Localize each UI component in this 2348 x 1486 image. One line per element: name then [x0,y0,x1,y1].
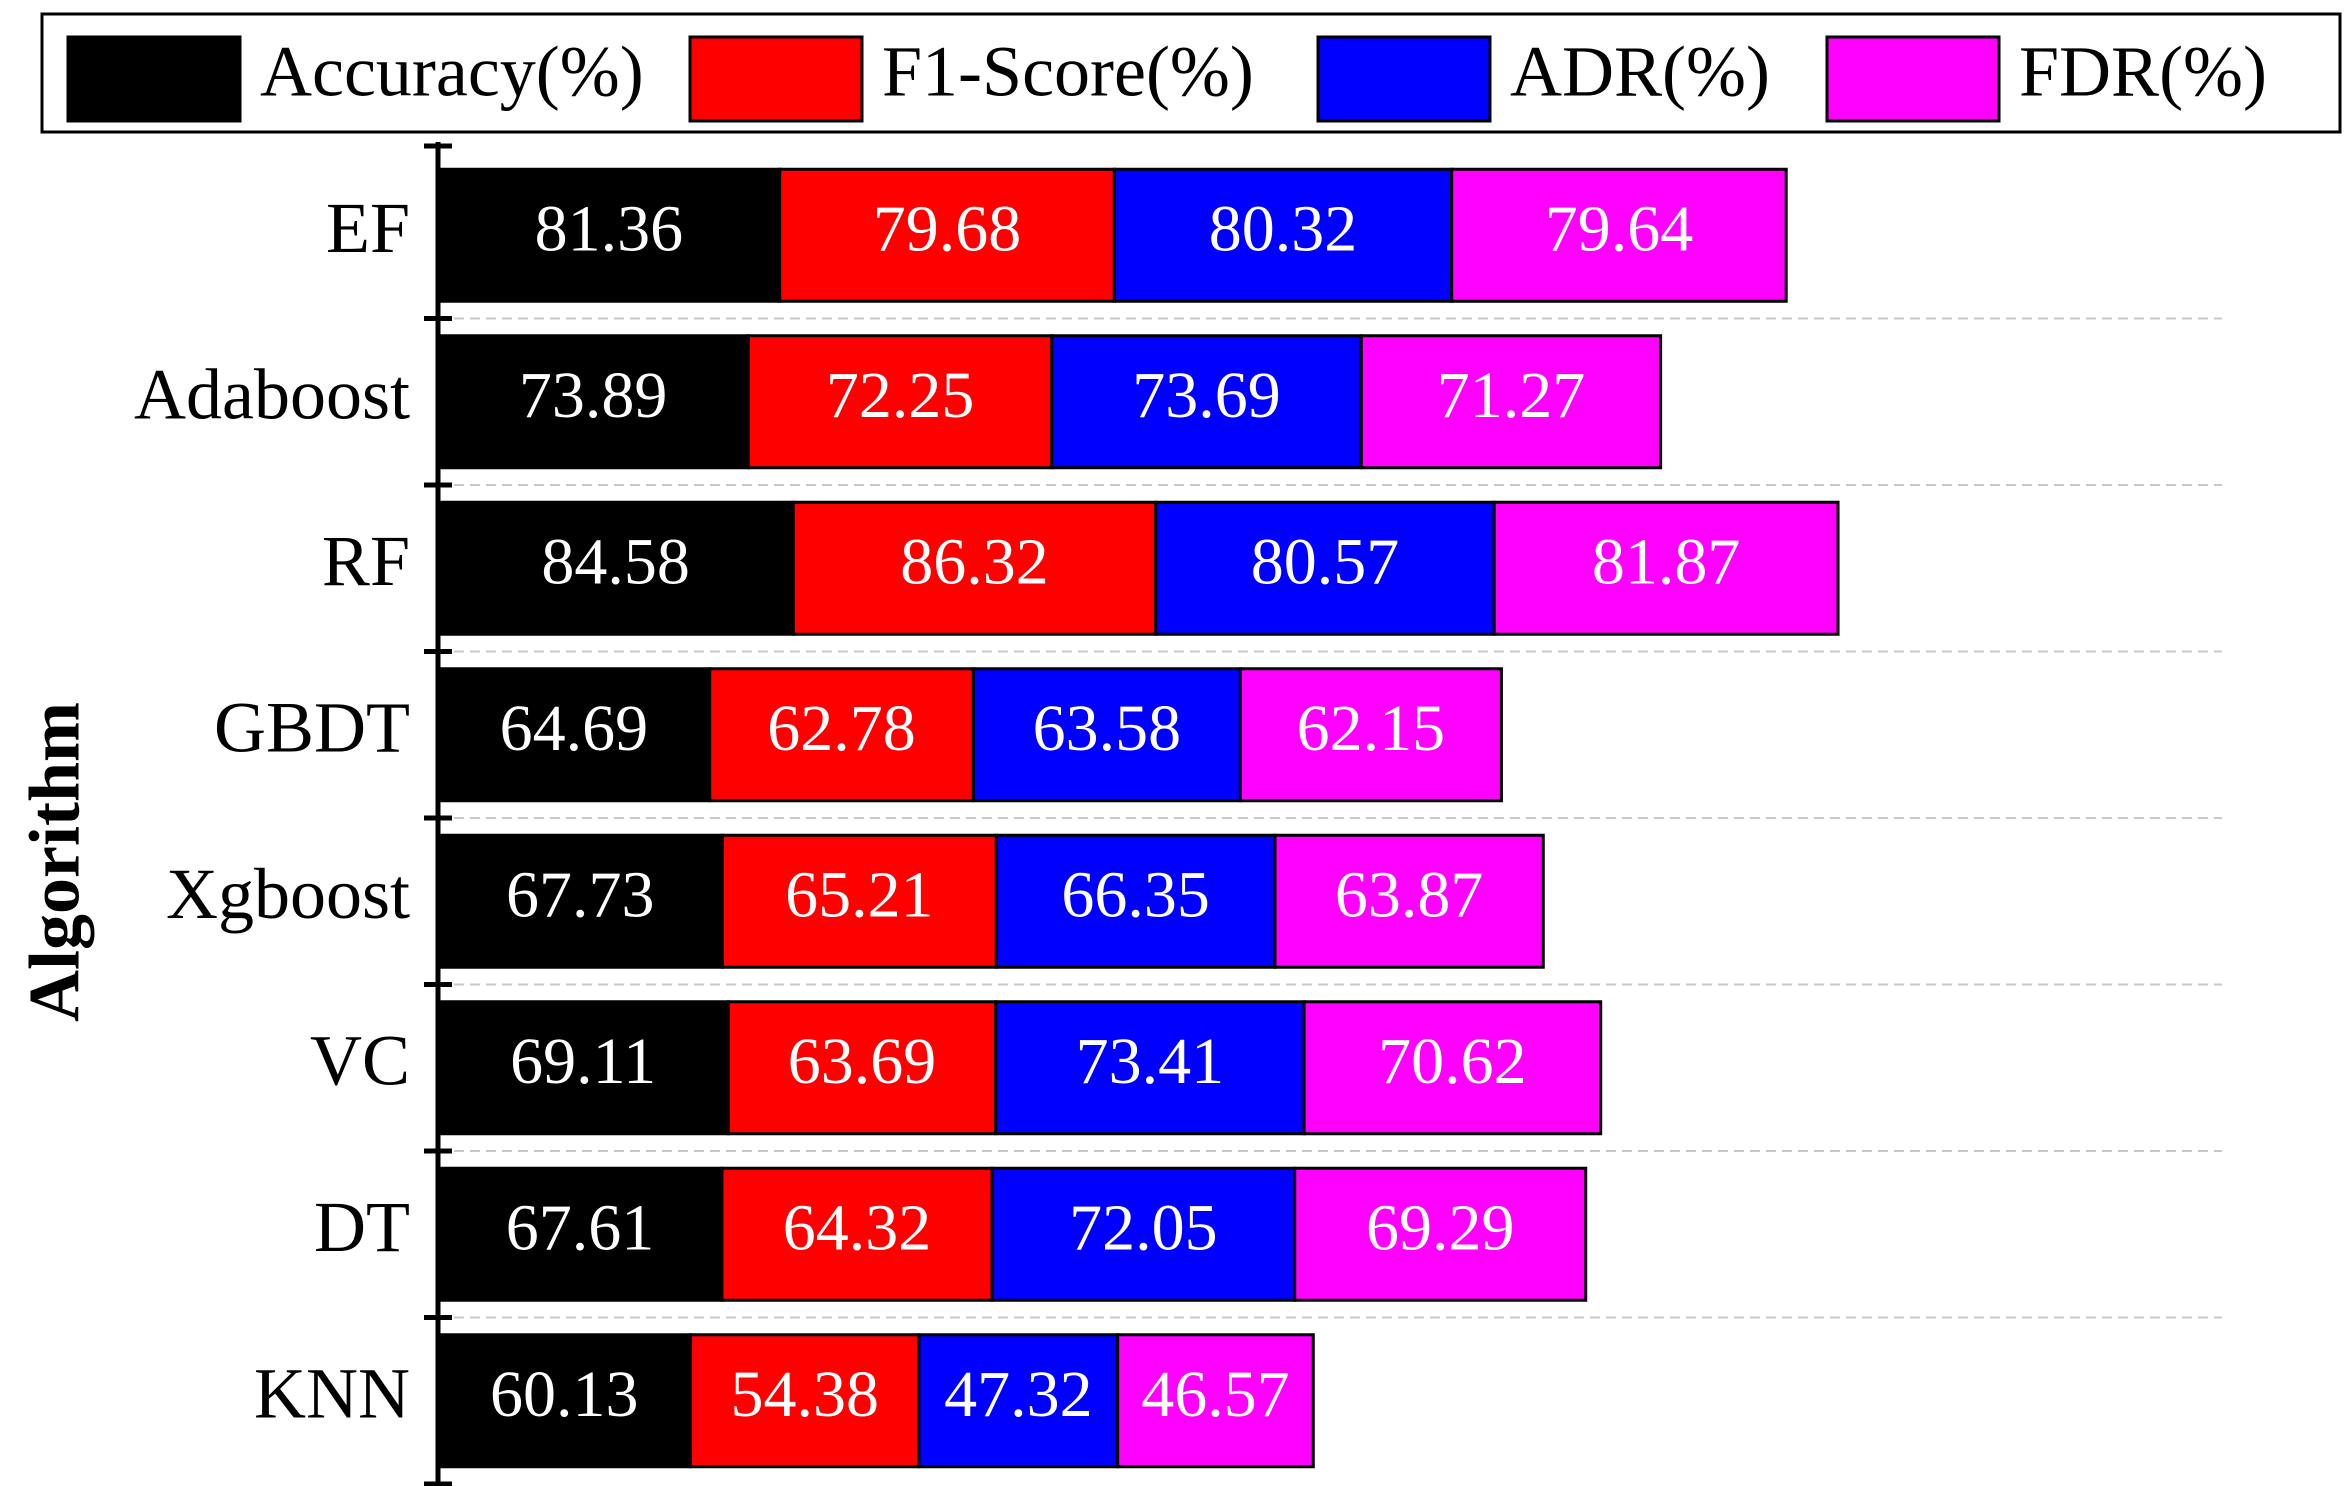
bar-segment [720,833,998,969]
bar-segment [1273,833,1545,969]
bar-segment [436,1166,724,1302]
category-label: EF [326,188,410,268]
legend-label: F1-Score(%) [882,32,1254,112]
bar-segment [971,667,1242,803]
data-label: 73.89 [519,359,668,432]
bars: 81.36 79.68 80.32 79.64 EF 73.89 72.25 73.69 71.… [134,167,1840,1469]
bar-segment [720,1166,994,1302]
data-label: 63.58 [1033,692,1182,765]
legend-label: FDR(%) [2019,32,2267,112]
bar-segment [1112,167,1454,303]
data-label: 54.38 [730,1358,879,1431]
bar-segment [1302,1000,1603,1136]
legend-swatch [1825,35,2001,123]
data-label: 73.41 [1076,1025,1225,1098]
bar-segment [1492,500,1840,636]
data-label: 66.35 [1061,858,1210,931]
legend-label: Accuracy(%) [260,32,644,112]
data-label: 81.87 [1592,525,1741,598]
bar-segment [708,667,975,803]
bar-segment [436,667,712,803]
data-label: 79.68 [873,192,1022,265]
data-label: 62.78 [767,692,916,765]
data-label: 46.57 [1141,1358,1290,1431]
bar-segment [436,334,750,470]
data-label: 67.61 [506,1191,655,1264]
y-axis-title: Algorithm [15,702,95,1022]
bar-segment [436,1000,730,1136]
category-label: RF [322,521,410,601]
category-label: DT [314,1187,410,1267]
legend-swatch [1316,35,1492,123]
category-label: Xgboost [166,854,410,934]
data-label: 65.21 [785,858,934,931]
data-label: 84.58 [541,525,690,598]
bar-segment [746,334,1054,470]
data-label: 63.87 [1335,858,1484,931]
data-label: 64.32 [783,1191,932,1264]
data-label: 67.73 [506,858,655,931]
bar-segment [1116,1333,1315,1469]
y-axis [424,142,452,1486]
bar-segment [1154,500,1496,636]
data-label: 80.57 [1251,525,1400,598]
data-label: 47.32 [944,1358,1093,1431]
bar-segment [1359,334,1663,470]
data-label: 72.25 [826,359,975,432]
category-label: Adaboost [134,354,410,434]
data-label: 79.64 [1545,192,1694,265]
bar-segment [1450,167,1788,303]
legend: Accuracy(%) F1-Score(%) ADR(%) FDR(%) [40,12,2342,134]
data-label: 63.69 [788,1025,937,1098]
data-label: 69.11 [510,1025,656,1098]
bar-segment [1238,667,1503,803]
data-label: 80.32 [1209,192,1358,265]
bar-segment [1293,1166,1588,1302]
data-label: 72.05 [1069,1191,1218,1264]
category-label: VC [310,1020,410,1100]
bar-segment [791,500,1158,636]
data-label: 73.69 [1132,359,1281,432]
data-label: 64.69 [500,692,649,765]
category-label: KNN [254,1353,410,1433]
bar-segment [436,1333,693,1469]
data-label: 81.36 [535,192,684,265]
data-label: 62.15 [1297,692,1446,765]
bar-segment [689,1333,921,1469]
data-label: 70.62 [1378,1025,1527,1098]
bar-segment [994,833,1277,969]
bar-segment [1050,334,1363,470]
legend-label: ADR(%) [1510,32,1770,112]
bar-segment [990,1166,1297,1302]
legend-swatch [688,35,864,123]
data-label: 60.13 [490,1358,639,1431]
data-label: 69.29 [1366,1191,1515,1264]
data-label: 86.32 [900,525,1049,598]
category-label: GBDT [214,687,410,767]
bar-segment [726,1000,998,1136]
grid-lines [438,317,2222,1319]
data-label: 71.27 [1437,359,1586,432]
legend-swatch [66,35,242,123]
bar-segment [436,833,724,969]
